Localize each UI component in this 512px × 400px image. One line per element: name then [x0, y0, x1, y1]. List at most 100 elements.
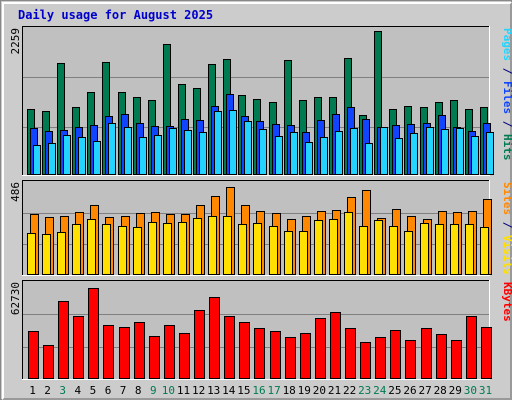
day-label-3: 3	[59, 384, 66, 397]
kbytes-bar-day-9-outline	[149, 336, 160, 379]
visits-bar-day-14-outline	[223, 216, 232, 275]
visits-bar-day-10-outline	[163, 223, 172, 275]
kbytes-bar-day-13-outline	[209, 297, 220, 379]
visits-bar-day-4	[72, 224, 81, 275]
kbytes-bar-day-3	[58, 301, 69, 379]
pages-bar-day-6-outline	[108, 123, 116, 175]
day-label-7: 7	[120, 384, 127, 397]
kbytes-bar-day-24-outline	[375, 337, 386, 379]
visits-bar-day-2	[42, 234, 51, 275]
kbytes-bar-day-17-outline	[270, 331, 281, 379]
pages-bar-day-29-outline	[456, 128, 464, 175]
kbytes-bar-day-31-outline	[481, 327, 492, 379]
visits-bar-day-23	[359, 226, 368, 275]
visits-bar-day-29-outline	[450, 224, 459, 275]
pages-bar-day-27	[426, 127, 434, 175]
day-label-8: 8	[135, 384, 142, 397]
pages-bar-day-14	[229, 110, 237, 175]
pages-bar-day-26-outline	[410, 133, 418, 175]
kbytes-bar-day-4-outline	[73, 316, 84, 379]
visits-bar-day-6-outline	[102, 224, 111, 275]
kbytes-bar-day-22-outline	[345, 328, 356, 379]
day-label-15: 15	[237, 384, 250, 397]
kbytes-bar-day-30-outline	[466, 316, 477, 379]
pages-bar-day-7	[124, 127, 132, 175]
kbytes-bar-day-26-outline	[405, 340, 416, 379]
kbytes-bar-day-30	[466, 316, 477, 379]
pages-bar-day-25-outline	[395, 138, 403, 175]
day-label-19: 19	[298, 384, 311, 397]
kbytes-bar-day-10-outline	[164, 325, 175, 379]
pages-bar-day-16-outline	[259, 129, 267, 175]
day-label-29: 29	[449, 384, 462, 397]
kbytes-bar-day-20	[315, 318, 326, 379]
kbytes-bar-day-12-outline	[194, 310, 205, 379]
day-label-10: 10	[162, 384, 175, 397]
visits-bar-day-31	[480, 227, 489, 275]
pages-bar-day-31-outline	[486, 132, 494, 175]
side-legend-1-part-1: Pages	[501, 28, 512, 61]
pages-bar-day-7-outline	[124, 127, 132, 175]
pages-bar-day-29	[456, 128, 464, 175]
pages-bar-day-15	[244, 121, 252, 175]
visits-bar-day-5-outline	[87, 219, 96, 275]
day-label-28: 28	[434, 384, 447, 397]
visits-bar-day-8	[133, 227, 142, 275]
pages-bar-day-4	[78, 137, 86, 175]
side-legend-1: Pages / Files / Hits	[501, 28, 512, 161]
kbytes-bar-day-7-outline	[119, 327, 130, 379]
side-legend-2: Sites / Visits	[501, 182, 512, 275]
visits-bar-day-21-outline	[329, 219, 338, 275]
visits-bar-day-3-outline	[57, 232, 66, 275]
day-label-17: 17	[267, 384, 280, 397]
chart-title: Daily usage for August 2025	[18, 8, 214, 22]
kbytes-bar-day-2	[43, 345, 54, 379]
day-label-23: 23	[358, 384, 371, 397]
visits-bar-day-31-outline	[480, 227, 489, 275]
pages-bar-day-9-outline	[154, 135, 162, 175]
visits-bar-day-21	[329, 219, 338, 275]
pages-bar-day-15-outline	[244, 121, 252, 175]
kbytes-bar-day-6-outline	[103, 325, 114, 379]
pages-bar-day-13	[214, 111, 222, 175]
kbytes-bar-day-18	[285, 337, 296, 379]
side-legend-3-part-1: KBytes	[501, 282, 512, 322]
pages-bar-day-21-outline	[335, 131, 343, 175]
pages-bar-day-30	[471, 136, 479, 175]
kbytes-bar-day-1-outline	[28, 331, 39, 379]
visits-bar-day-28	[435, 224, 444, 275]
visits-bar-day-28-outline	[435, 224, 444, 275]
kbytes-bar-day-5-outline	[88, 288, 99, 379]
pages-bar-day-30-outline	[471, 136, 479, 175]
visits-bar-day-25-outline	[389, 226, 398, 275]
kbytes-bar-day-23-outline	[360, 342, 371, 379]
hits-bar-day-10	[163, 44, 171, 175]
kbytes-bar-day-11-outline	[179, 333, 190, 379]
visits-bar-day-14	[223, 216, 232, 275]
y-axis-max-label-1: 2259	[9, 28, 22, 55]
kbytes-bar-day-11	[179, 333, 190, 379]
kbytes-bar-day-28	[436, 334, 447, 379]
kbytes-bar-day-8-outline	[134, 322, 145, 379]
pages-bar-day-18-outline	[290, 132, 298, 175]
visits-bar-day-12	[193, 218, 202, 275]
pages-bar-day-21	[335, 131, 343, 175]
kbytes-bar-day-27	[421, 328, 432, 379]
visits-bar-day-11-outline	[178, 222, 187, 275]
kbytes-bar-day-14	[224, 316, 235, 379]
visits-bar-day-4-outline	[72, 224, 81, 275]
pages-bar-day-26	[410, 133, 418, 175]
visits-bar-day-7	[118, 226, 127, 275]
visits-bar-day-29	[450, 224, 459, 275]
kbytes-bar-day-14-outline	[224, 316, 235, 379]
visits-bar-day-22-outline	[344, 212, 353, 275]
pages-bar-day-14-outline	[229, 110, 237, 175]
pages-bar-day-23	[365, 143, 373, 175]
side-legend-1-part-3: Files	[501, 81, 512, 114]
day-label-21: 21	[328, 384, 341, 397]
pages-bar-day-11	[184, 130, 192, 175]
pages-bar-day-2	[48, 143, 56, 175]
kbytes-bar-day-28-outline	[436, 334, 447, 379]
visits-bar-day-24	[374, 220, 383, 275]
